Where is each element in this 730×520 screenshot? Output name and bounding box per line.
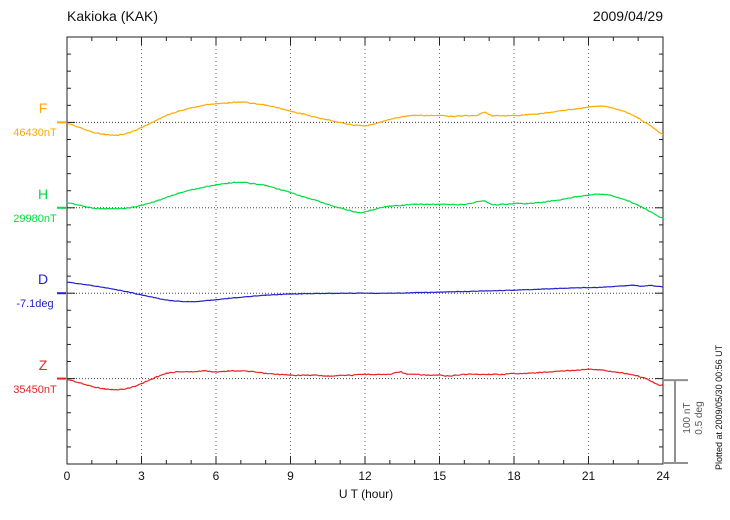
trace-Z-label: Z	[38, 356, 48, 373]
scale-bar-deg-label: 0.5 deg	[694, 401, 705, 435]
date-label: 2009/04/29	[592, 8, 663, 24]
trace-F-baseline-value: 46430nT	[13, 127, 57, 140]
x-tick-label-15: 15	[432, 469, 447, 483]
x-axis-label: U T (hour)	[338, 487, 394, 501]
trace-D-label: D	[37, 271, 49, 288]
trace-F-label: F	[38, 100, 48, 117]
scale-bar-nt-label: 100 nT	[682, 402, 693, 434]
x-tick-label-24: 24	[656, 469, 670, 483]
scale-bar-label: 100 nT 0.5 deg	[682, 378, 706, 458]
x-tick-label-3: 3	[138, 469, 145, 483]
x-tick-label-9: 9	[287, 469, 294, 483]
x-tick-label-21: 21	[581, 469, 596, 483]
trace-Z	[66, 368, 664, 391]
trace-F	[66, 101, 664, 137]
x-tick-label-12: 12	[358, 469, 372, 483]
x-tick-label-6: 6	[212, 469, 220, 483]
page-title: Kakioka (KAK)	[67, 8, 159, 24]
plot-frame	[66, 36, 664, 465]
plotted-at-label: Plotted at 2009/05/30 00:56 UT	[714, 344, 724, 470]
trace-H	[66, 181, 664, 219]
x-tick-label-0: 0	[63, 469, 71, 483]
trace-Z-baseline-value: 35450nT	[13, 383, 57, 396]
trace-D-baseline-value: -7.1deg	[16, 298, 54, 311]
x-tick-label-18: 18	[507, 469, 521, 483]
trace-H-baseline-value: 29980nT	[13, 212, 57, 225]
trace-D	[66, 281, 664, 303]
trace-H-label: H	[37, 185, 49, 202]
